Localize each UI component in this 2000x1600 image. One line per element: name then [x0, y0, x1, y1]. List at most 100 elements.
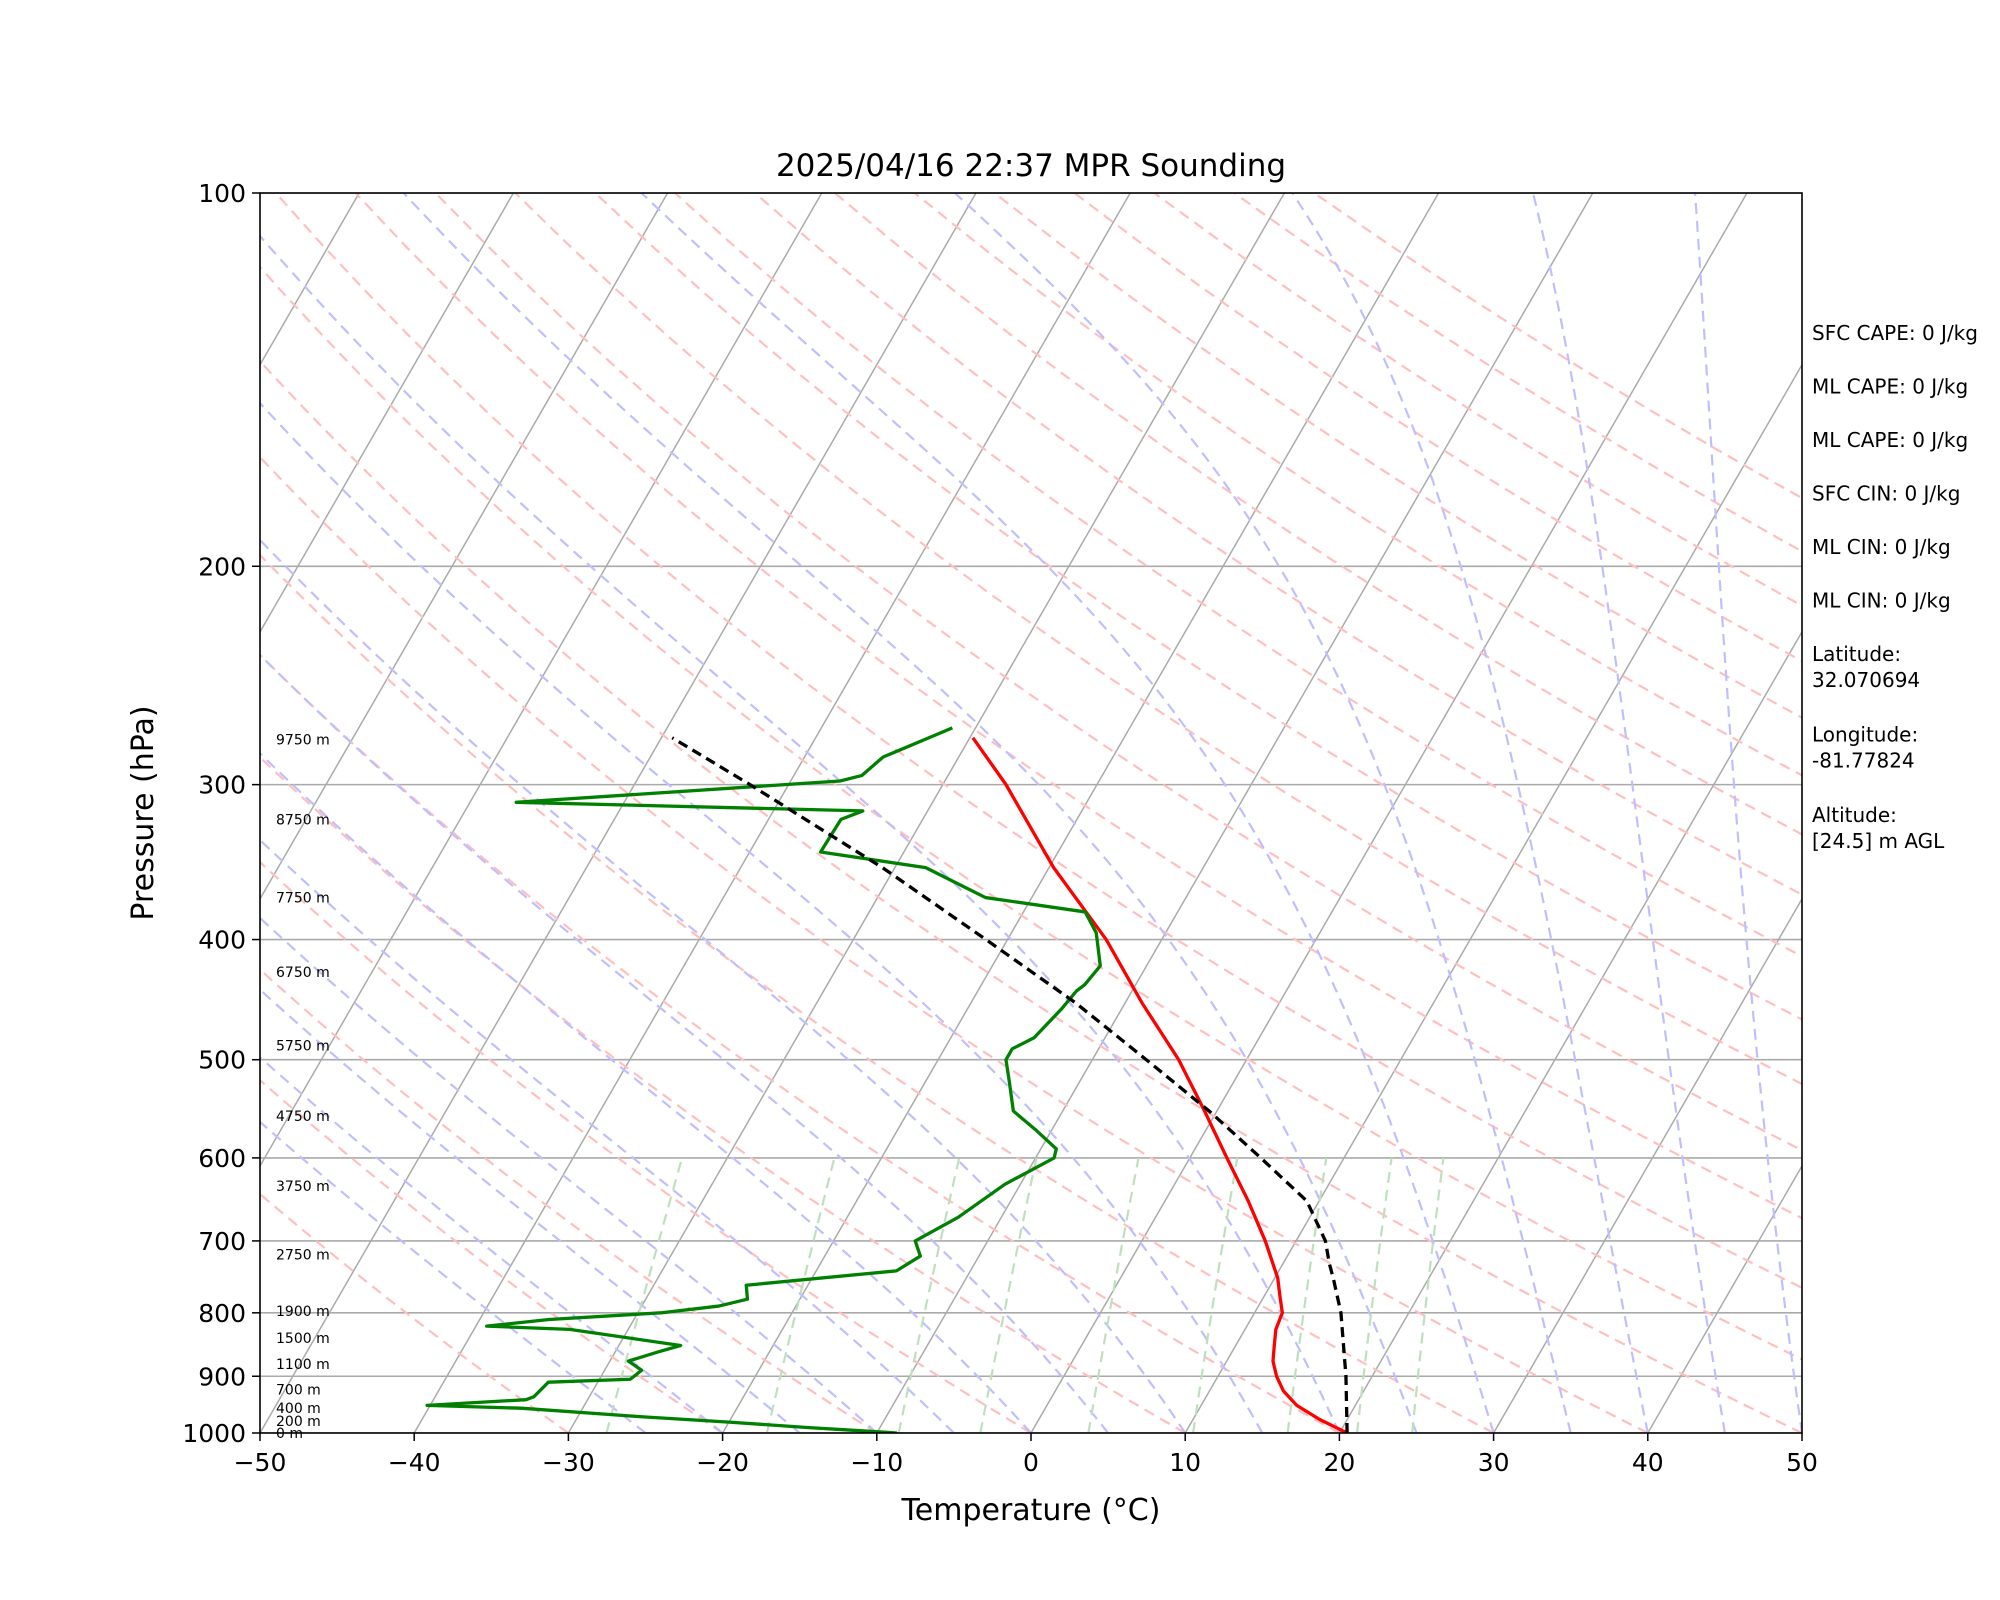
moist-adiabat-line: [260, 988, 801, 1433]
temperature-profile-line: [971, 736, 1348, 1433]
x-tick-label: 30: [1478, 1448, 1510, 1477]
y-tick-label: 600: [198, 1144, 246, 1173]
mixing-ratio-line: [1355, 1157, 1393, 1433]
height-label: 0 m: [276, 1426, 303, 1442]
isotherm-line: [1338, 630, 1802, 1433]
dry-adiabat-line: [260, 1192, 570, 1433]
y-tick-label: 200: [198, 552, 246, 581]
info-entry: ML CAPE: 0 J/kg: [1812, 375, 1968, 399]
height-label: 400 m: [276, 1401, 321, 1417]
moist-adiabat-line: [1693, 193, 1802, 1433]
height-label: 200 m: [276, 1414, 321, 1430]
moist-adiabat-line: [1291, 193, 1649, 1433]
isotherm-line: [567, 193, 1286, 1433]
moist-adiabat-line: [1531, 193, 1726, 1433]
mixing-ratio-line: [605, 1157, 684, 1433]
mixing-ratio-line: [1192, 1157, 1239, 1433]
moist-adiabat-line: [260, 653, 1109, 1433]
x-tick-label: 50: [1786, 1448, 1818, 1477]
height-label: 3750 m: [276, 1179, 330, 1195]
y-tick-label: 900: [198, 1362, 246, 1391]
isotherm-line: [1492, 897, 1802, 1433]
height-label: 1500 m: [276, 1331, 330, 1347]
dry-adiabat-line: [260, 553, 1495, 1433]
y-tick-label: 500: [198, 1046, 246, 1075]
y-tick-label: 400: [198, 926, 246, 955]
dry-adiabat-line: [594, 193, 1802, 1021]
info-entry: ML CIN: 0 J/kg: [1812, 589, 1951, 613]
dry-adiabat-line: [274, 193, 1802, 1290]
height-label: 700 m: [276, 1382, 321, 1398]
info-panel: SFC CAPE: 0 J/kg ML CAPE: 0 J/kg ML CAPE: …: [1812, 321, 1978, 853]
isotherm-line: [260, 193, 669, 901]
dewpoint-profile-line: [425, 726, 1102, 1433]
moist-adiabat-line: [954, 193, 1572, 1433]
y-tick-label: 100: [198, 179, 246, 208]
height-label: 1100 m: [276, 1357, 330, 1373]
height-label: 7750 m: [276, 891, 330, 907]
x-tick-label: −20: [696, 1448, 749, 1477]
y-tick-label: 700: [198, 1227, 246, 1256]
y-axis-label: Pressure (hPa): [126, 705, 161, 920]
info-entry: Latitude: 32.070694: [1812, 642, 1920, 692]
height-label: 1900 m: [276, 1304, 330, 1320]
height-label: 5750 m: [276, 1039, 330, 1055]
x-tick-label: −10: [850, 1448, 903, 1477]
mixing-ratio-line: [765, 1157, 836, 1433]
dry-adiabat-line: [260, 755, 1186, 1433]
x-tick-label: 0: [1023, 1448, 1039, 1477]
height-label: 6750 m: [276, 965, 330, 981]
dry-adiabat-line: [354, 193, 1802, 1220]
y-tick-label: 800: [198, 1299, 246, 1328]
x-tick-label: −40: [388, 1448, 441, 1477]
chart-title: 2025/04/16 22:37 MPR Sounding: [776, 148, 1286, 184]
moist-adiabat-line: [640, 193, 1495, 1433]
x-axis-label: Temperature (°C): [901, 1493, 1161, 1528]
dry-adiabat-line: [434, 193, 1802, 1152]
x-tick-label: −50: [234, 1448, 287, 1477]
moist-adiabat-line: [260, 1055, 724, 1433]
isotherm-line: [260, 193, 823, 1168]
isotherm-line: [721, 193, 1440, 1433]
info-entry: ML CAPE: 0 J/kg: [1812, 428, 1968, 452]
mixing-ratio-line: [1286, 1157, 1328, 1433]
info-entry: Altitude: [24.5] m AGL: [1812, 803, 1945, 853]
dry-adiabat-line: [260, 860, 1032, 1433]
isotherm-line: [1647, 1164, 1802, 1433]
mixing-ratio-line: [1087, 1157, 1140, 1433]
isotherm-line: [1030, 193, 1748, 1433]
dry-adiabat-line: [260, 265, 1802, 1361]
dry-adiabat-line: [260, 1078, 724, 1433]
isotherm-line: [876, 193, 1594, 1433]
dry-adiabat-line: [260, 653, 1340, 1433]
x-tick-label: 10: [1169, 1448, 1201, 1477]
info-entry: SFC CIN: 0 J/kg: [1812, 482, 1960, 506]
moist-adiabat-line: [260, 838, 955, 1433]
y-tick-label: 1000: [182, 1419, 246, 1448]
height-label: 4750 m: [276, 1109, 330, 1125]
dry-adiabat-line: [914, 193, 1802, 777]
isotherm-line: [260, 193, 977, 1433]
mixing-ratio-line: [1411, 1157, 1445, 1433]
x-tick-label: 40: [1632, 1448, 1664, 1477]
parcel-path-line: [671, 736, 1349, 1433]
moist-adiabat-line: [260, 538, 1187, 1433]
mixing-ratio-line: [897, 1157, 961, 1433]
info-entry: ML CIN: 0 J/kg: [1812, 535, 1951, 559]
dry-adiabat-line: [754, 193, 1802, 896]
height-label: 9750 m: [276, 733, 330, 749]
dry-adiabat-line: [260, 455, 1649, 1433]
height-label: 2750 m: [276, 1248, 330, 1264]
moist-adiabat-line: [260, 401, 1264, 1433]
isotherm-line: [413, 193, 1131, 1433]
moist-adiabat-line: [260, 916, 878, 1433]
dry-adiabat-line: [993, 193, 1802, 719]
x-tick-label: 20: [1323, 1448, 1355, 1477]
isotherm-line: [1184, 363, 1802, 1433]
y-tick-label: 300: [198, 771, 246, 800]
height-label: 8750 m: [276, 812, 330, 828]
info-entry: Longitude: -81.77824: [1812, 723, 1918, 773]
mixing-ratio-line: [979, 1157, 1038, 1433]
moist-adiabat-line: [402, 193, 1418, 1433]
